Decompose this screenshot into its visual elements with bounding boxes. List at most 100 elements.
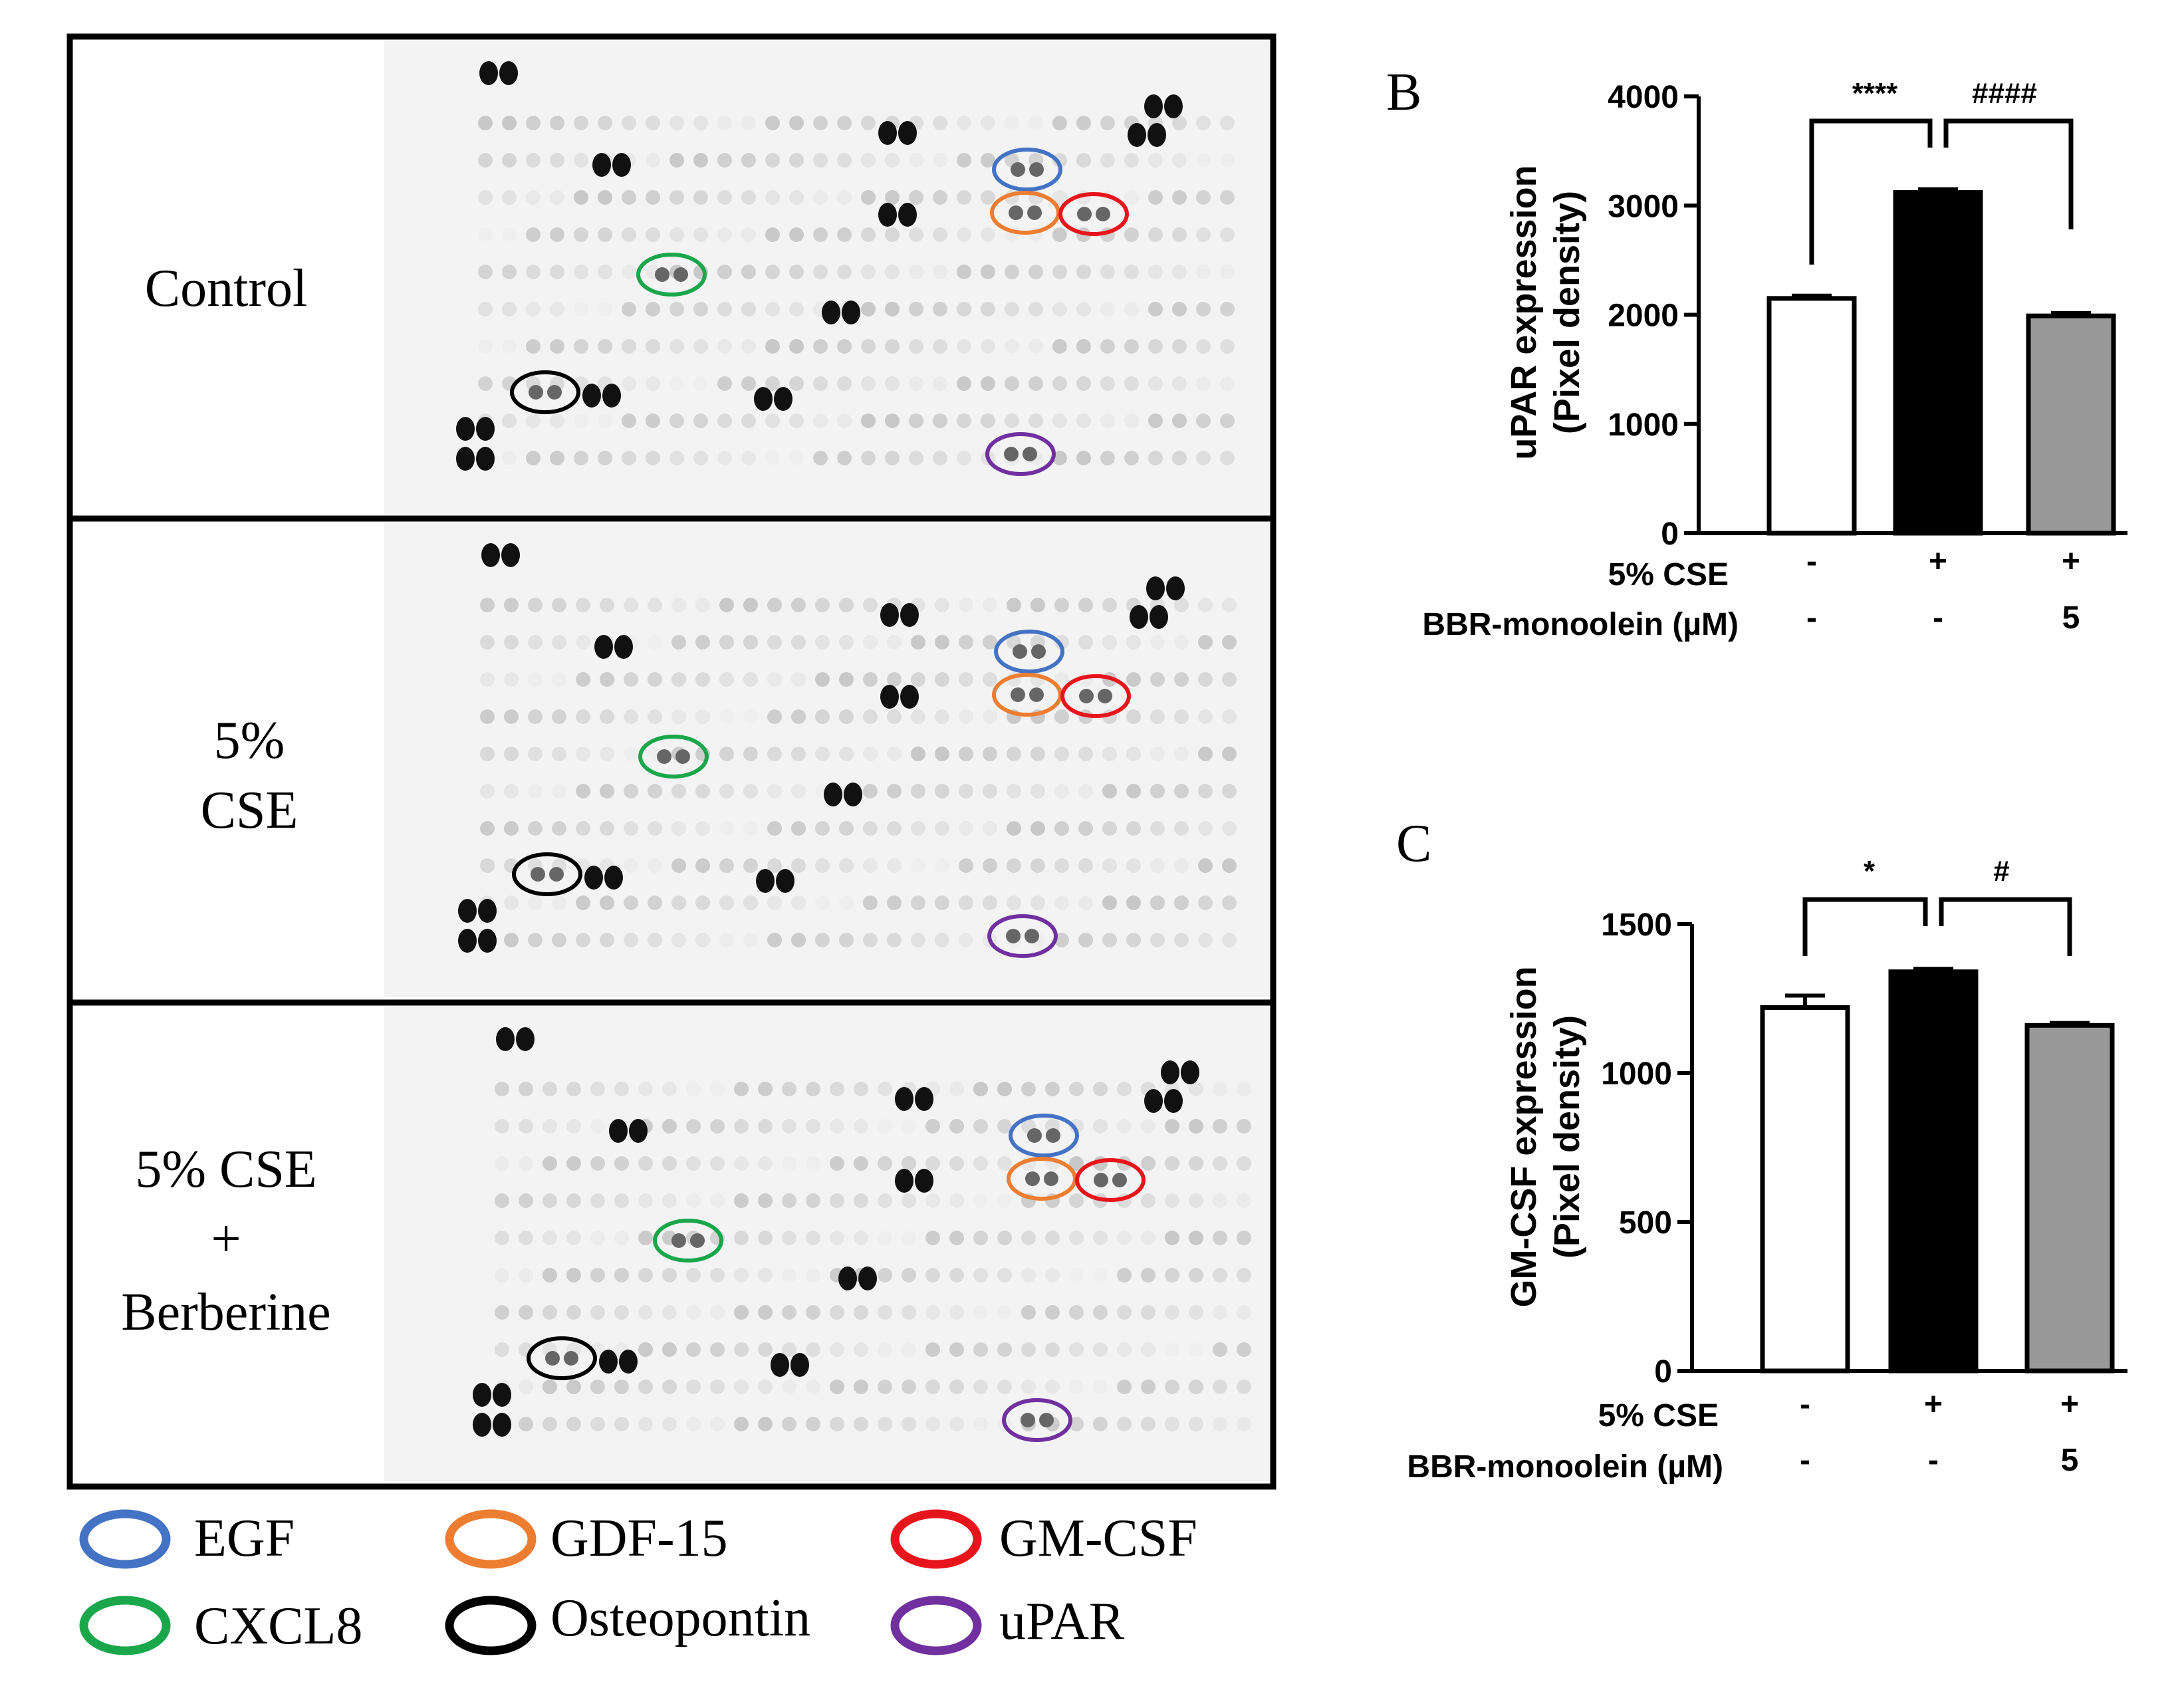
array-spot	[710, 1119, 725, 1134]
array-spot	[600, 709, 614, 724]
array-spot	[1078, 858, 1093, 873]
array-spot	[1222, 709, 1237, 724]
array-spot-dark	[609, 1119, 628, 1143]
array-spot	[1174, 598, 1189, 612]
array-target-circle	[527, 1336, 597, 1380]
array-spot	[528, 598, 543, 612]
array-spot	[837, 451, 852, 465]
array-spot	[806, 1342, 820, 1357]
array-spot	[767, 709, 782, 724]
array-spot	[1078, 896, 1093, 910]
array-spot-dark	[771, 1353, 789, 1377]
array-spot	[791, 858, 806, 873]
array-spot	[693, 339, 708, 354]
bar	[1888, 969, 1979, 1374]
array-spot	[861, 153, 876, 168]
array-spot	[566, 1268, 581, 1282]
y-tick-label: 0	[1654, 1354, 1672, 1390]
array-spot	[1031, 858, 1045, 873]
array-spot	[526, 339, 541, 354]
array-spot	[878, 1342, 892, 1357]
array-spot	[1150, 933, 1165, 947]
array-spot	[1189, 1231, 1203, 1245]
array-spot	[758, 1082, 773, 1096]
array-spot	[566, 1119, 581, 1134]
array-spot	[622, 339, 636, 354]
array-spot	[854, 1119, 868, 1134]
array-spot	[791, 635, 806, 650]
array-spot	[502, 153, 517, 168]
significance-label: ****	[1852, 77, 1898, 110]
array-spot	[574, 265, 588, 279]
array-spot	[1124, 451, 1139, 465]
array-spot	[566, 1231, 581, 1245]
array-spot	[1174, 672, 1189, 687]
array-spot	[1220, 153, 1235, 168]
condition-mark: -	[1806, 544, 1817, 579]
array-spot	[743, 933, 758, 947]
bar	[1766, 296, 1857, 536]
array-spot	[600, 896, 614, 910]
array-spot	[526, 227, 541, 242]
array-spot	[502, 302, 517, 316]
array-spot	[758, 1119, 773, 1134]
array-target-circle	[994, 630, 1064, 673]
array-spot-dark	[1181, 1060, 1199, 1084]
array-spot-target	[671, 1233, 686, 1248]
array-target-circle	[1060, 674, 1131, 718]
array-spot	[1213, 1305, 1227, 1320]
array-spot	[791, 784, 806, 798]
array-spot	[1213, 1231, 1227, 1245]
array-spot	[1005, 339, 1019, 354]
array-spot	[741, 153, 756, 168]
array-spot	[495, 1193, 509, 1208]
array-spot	[646, 190, 660, 205]
array-spot-target	[673, 267, 688, 282]
array-spot	[717, 190, 732, 205]
array-spot	[741, 265, 756, 279]
array-spot	[791, 672, 806, 687]
array-spot	[1213, 1082, 1227, 1096]
array-spot	[693, 414, 708, 428]
array-spot	[1117, 1082, 1132, 1096]
y-tick-label: 4000	[1608, 80, 1679, 115]
array-spot	[878, 1156, 892, 1171]
array-spot	[710, 1193, 725, 1208]
array-spot	[1222, 635, 1237, 650]
array-spot-dark	[776, 869, 794, 893]
array-spot	[1029, 376, 1043, 391]
array-spot-dark	[473, 1413, 491, 1437]
array-spot	[1174, 896, 1189, 910]
array-spot	[973, 1231, 988, 1245]
array-spot	[1045, 1082, 1060, 1096]
array-spot	[789, 302, 804, 316]
array-spot	[933, 339, 947, 354]
array-spot	[949, 1231, 964, 1245]
array-spot	[669, 414, 684, 428]
array-spot-target	[1025, 1171, 1040, 1186]
array-spot	[957, 190, 971, 205]
array-spot	[1021, 1231, 1036, 1245]
array-spot	[839, 598, 854, 612]
array-spot-dark	[1144, 94, 1163, 118]
array-spot	[590, 1082, 605, 1096]
row-frame-cse-bbr	[66, 999, 1276, 1490]
array-spot	[1196, 376, 1211, 391]
y-axis-label-gmcsf: GM-CSF expression	[1504, 966, 1544, 1307]
array-spot	[662, 1193, 677, 1208]
array-spot	[502, 190, 517, 205]
y-tick-label: 2000	[1608, 299, 1679, 334]
significance-label: ####	[1972, 77, 2037, 110]
array-spot	[935, 635, 949, 650]
array-spot	[686, 1268, 701, 1282]
array-spot	[671, 635, 686, 650]
array-spot	[791, 933, 806, 947]
array-spot	[1021, 1305, 1036, 1320]
array-spot	[669, 451, 684, 465]
array-spot	[935, 672, 949, 687]
array-spot	[885, 302, 900, 316]
array-spot	[789, 116, 804, 130]
array-spot-dark	[858, 1267, 877, 1290]
array-spot	[1196, 227, 1211, 242]
array-spot	[815, 672, 830, 687]
